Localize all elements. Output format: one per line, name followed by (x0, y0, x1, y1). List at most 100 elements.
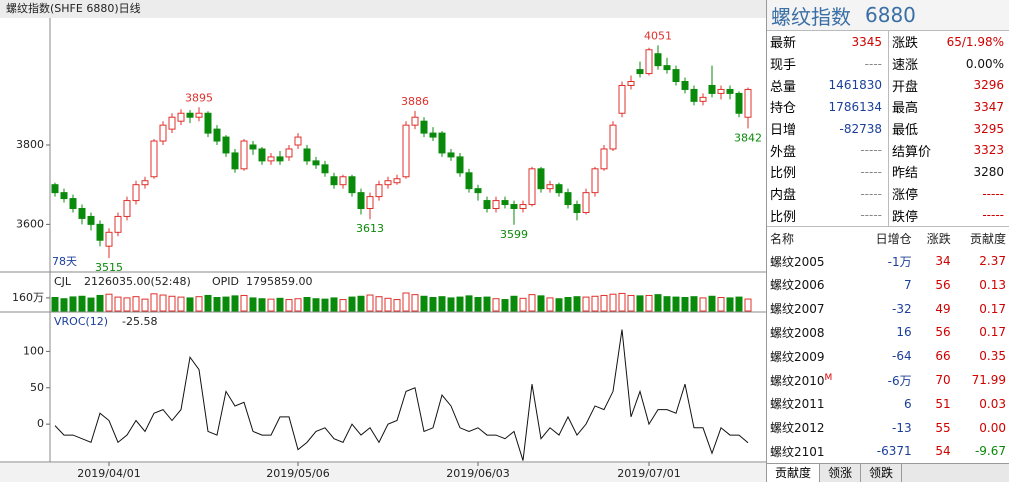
candle-body (690, 88, 698, 102)
oi-current: 1795859.00 (246, 275, 312, 288)
quote-value: 3295 (973, 121, 1004, 136)
candle-body (375, 184, 383, 198)
candle-body (87, 215, 95, 225)
quote-value: ----- (860, 164, 882, 179)
quote-value: 3347 (973, 99, 1004, 114)
quote-label: 速涨 (892, 58, 919, 74)
table-cell: 螺纹2101 (770, 444, 825, 459)
volume-bar (114, 296, 122, 312)
y-tick-label: 3600 (16, 217, 44, 230)
volume-bar (150, 293, 158, 312)
candle-body (465, 172, 473, 190)
vroc-name: VROC(12) (54, 315, 108, 328)
tab[interactable]: 领涨 (820, 464, 862, 482)
quote-label: 最新 (770, 36, 797, 52)
quote-label: 最低 (892, 123, 919, 139)
candle-body (627, 81, 635, 86)
quote-row: 速涨 0.00% (889, 53, 1009, 75)
candle-body (483, 200, 491, 209)
quote-row: 涨跌 65/1.98% (889, 31, 1009, 53)
candle-body (69, 198, 77, 209)
volume-bar (375, 296, 383, 312)
quote-value: 1461830 (828, 78, 882, 93)
volume-bar (267, 298, 275, 312)
quote-column: 涨跌 65/1.98% 速涨 0.00% 开盘 3296 最高 3347 最低 3295 结算价 33… (888, 31, 1009, 227)
quote-label: 持仓 (770, 101, 797, 117)
volume-bar (285, 299, 293, 312)
volume-bar (465, 295, 473, 312)
candle-body (726, 88, 734, 94)
volume-bar (159, 294, 167, 312)
candle-body (636, 69, 644, 75)
quote-value: ----- (982, 208, 1004, 223)
candle-body (654, 53, 662, 67)
volume-bar (681, 297, 689, 312)
quote-row: 开盘 3296 (889, 74, 1009, 96)
quote-row: 结算价 3323 (889, 139, 1009, 161)
candle-body (645, 49, 653, 75)
volume-bar (744, 298, 752, 312)
y-tick-label: 50 (30, 381, 44, 394)
y-tick-label: 160万 (12, 291, 44, 304)
table-cell: -6371 (876, 444, 912, 459)
quote-value: 65/1.98% (946, 34, 1004, 49)
quote-label: 开盘 (892, 79, 919, 95)
contract-row: 螺纹2011 6 51 0.03 (767, 392, 1009, 416)
volume-bar (312, 298, 320, 312)
y-tick-label: 100 (23, 344, 44, 357)
volume-bar (735, 296, 743, 312)
contract-table: 名称 日增仓 涨跌 贡献度 螺纹2005 -1万 34 2.37 螺纹2006 7 56 0.13 螺纹… (767, 227, 1009, 463)
volume-bar (474, 297, 482, 312)
candle-body (240, 140, 248, 170)
candle-body (249, 144, 257, 150)
table-cell: 螺纹2008 (770, 325, 825, 340)
quote-row: 涨停 ----- (889, 183, 1009, 205)
table-cell: 54 (935, 444, 951, 459)
volume-bar (708, 295, 716, 312)
table-cell: 0.03 (979, 396, 1006, 411)
contract-row: 螺纹2008 16 56 0.17 (767, 321, 1009, 345)
volume-bar (123, 297, 131, 312)
tab[interactable]: 贡献度 (767, 464, 821, 482)
column-header: 名称 (770, 231, 795, 246)
candle-body (141, 180, 149, 186)
candle-body (132, 184, 140, 202)
tab[interactable]: 领跌 (861, 464, 903, 482)
quote-value: 3323 (973, 143, 1004, 158)
quote-value: ----- (982, 186, 1004, 201)
candle-body (717, 88, 725, 94)
volume-bar (321, 298, 329, 312)
table-header: 名称 日增仓 涨跌 贡献度 (767, 227, 1009, 249)
table-cell: 56 (935, 325, 951, 340)
candle-body (564, 192, 572, 206)
candle-body (609, 124, 617, 150)
volume-bar (60, 298, 68, 312)
candle-body (447, 152, 455, 158)
table-cell: 7 (903, 277, 912, 292)
volume-bar (78, 295, 86, 312)
candle-body (402, 124, 410, 178)
volume-bar (132, 296, 140, 312)
volume-bar (447, 297, 455, 312)
volume-bar (420, 295, 428, 312)
candle-body (213, 128, 221, 142)
table-cell: 16 (896, 325, 912, 340)
volume-bar (699, 297, 707, 312)
volume-bar (663, 296, 671, 312)
volume-bar (213, 297, 221, 312)
candle-body (735, 92, 743, 114)
contract-row: 螺纹2006 7 56 0.13 (767, 273, 1009, 297)
candle-body (501, 200, 509, 206)
candle-body (618, 84, 626, 114)
volume-bar (609, 293, 617, 312)
volume-bar (726, 297, 734, 312)
candle-body (177, 112, 185, 122)
volume-bar (240, 294, 248, 312)
candle-body (699, 96, 707, 102)
candle-body (411, 116, 419, 126)
candle-body (519, 204, 527, 209)
quote-label: 最高 (892, 101, 919, 117)
candle-body (357, 192, 365, 209)
contract-row: 螺纹2010M -6万 70 71.99 (767, 368, 1009, 392)
